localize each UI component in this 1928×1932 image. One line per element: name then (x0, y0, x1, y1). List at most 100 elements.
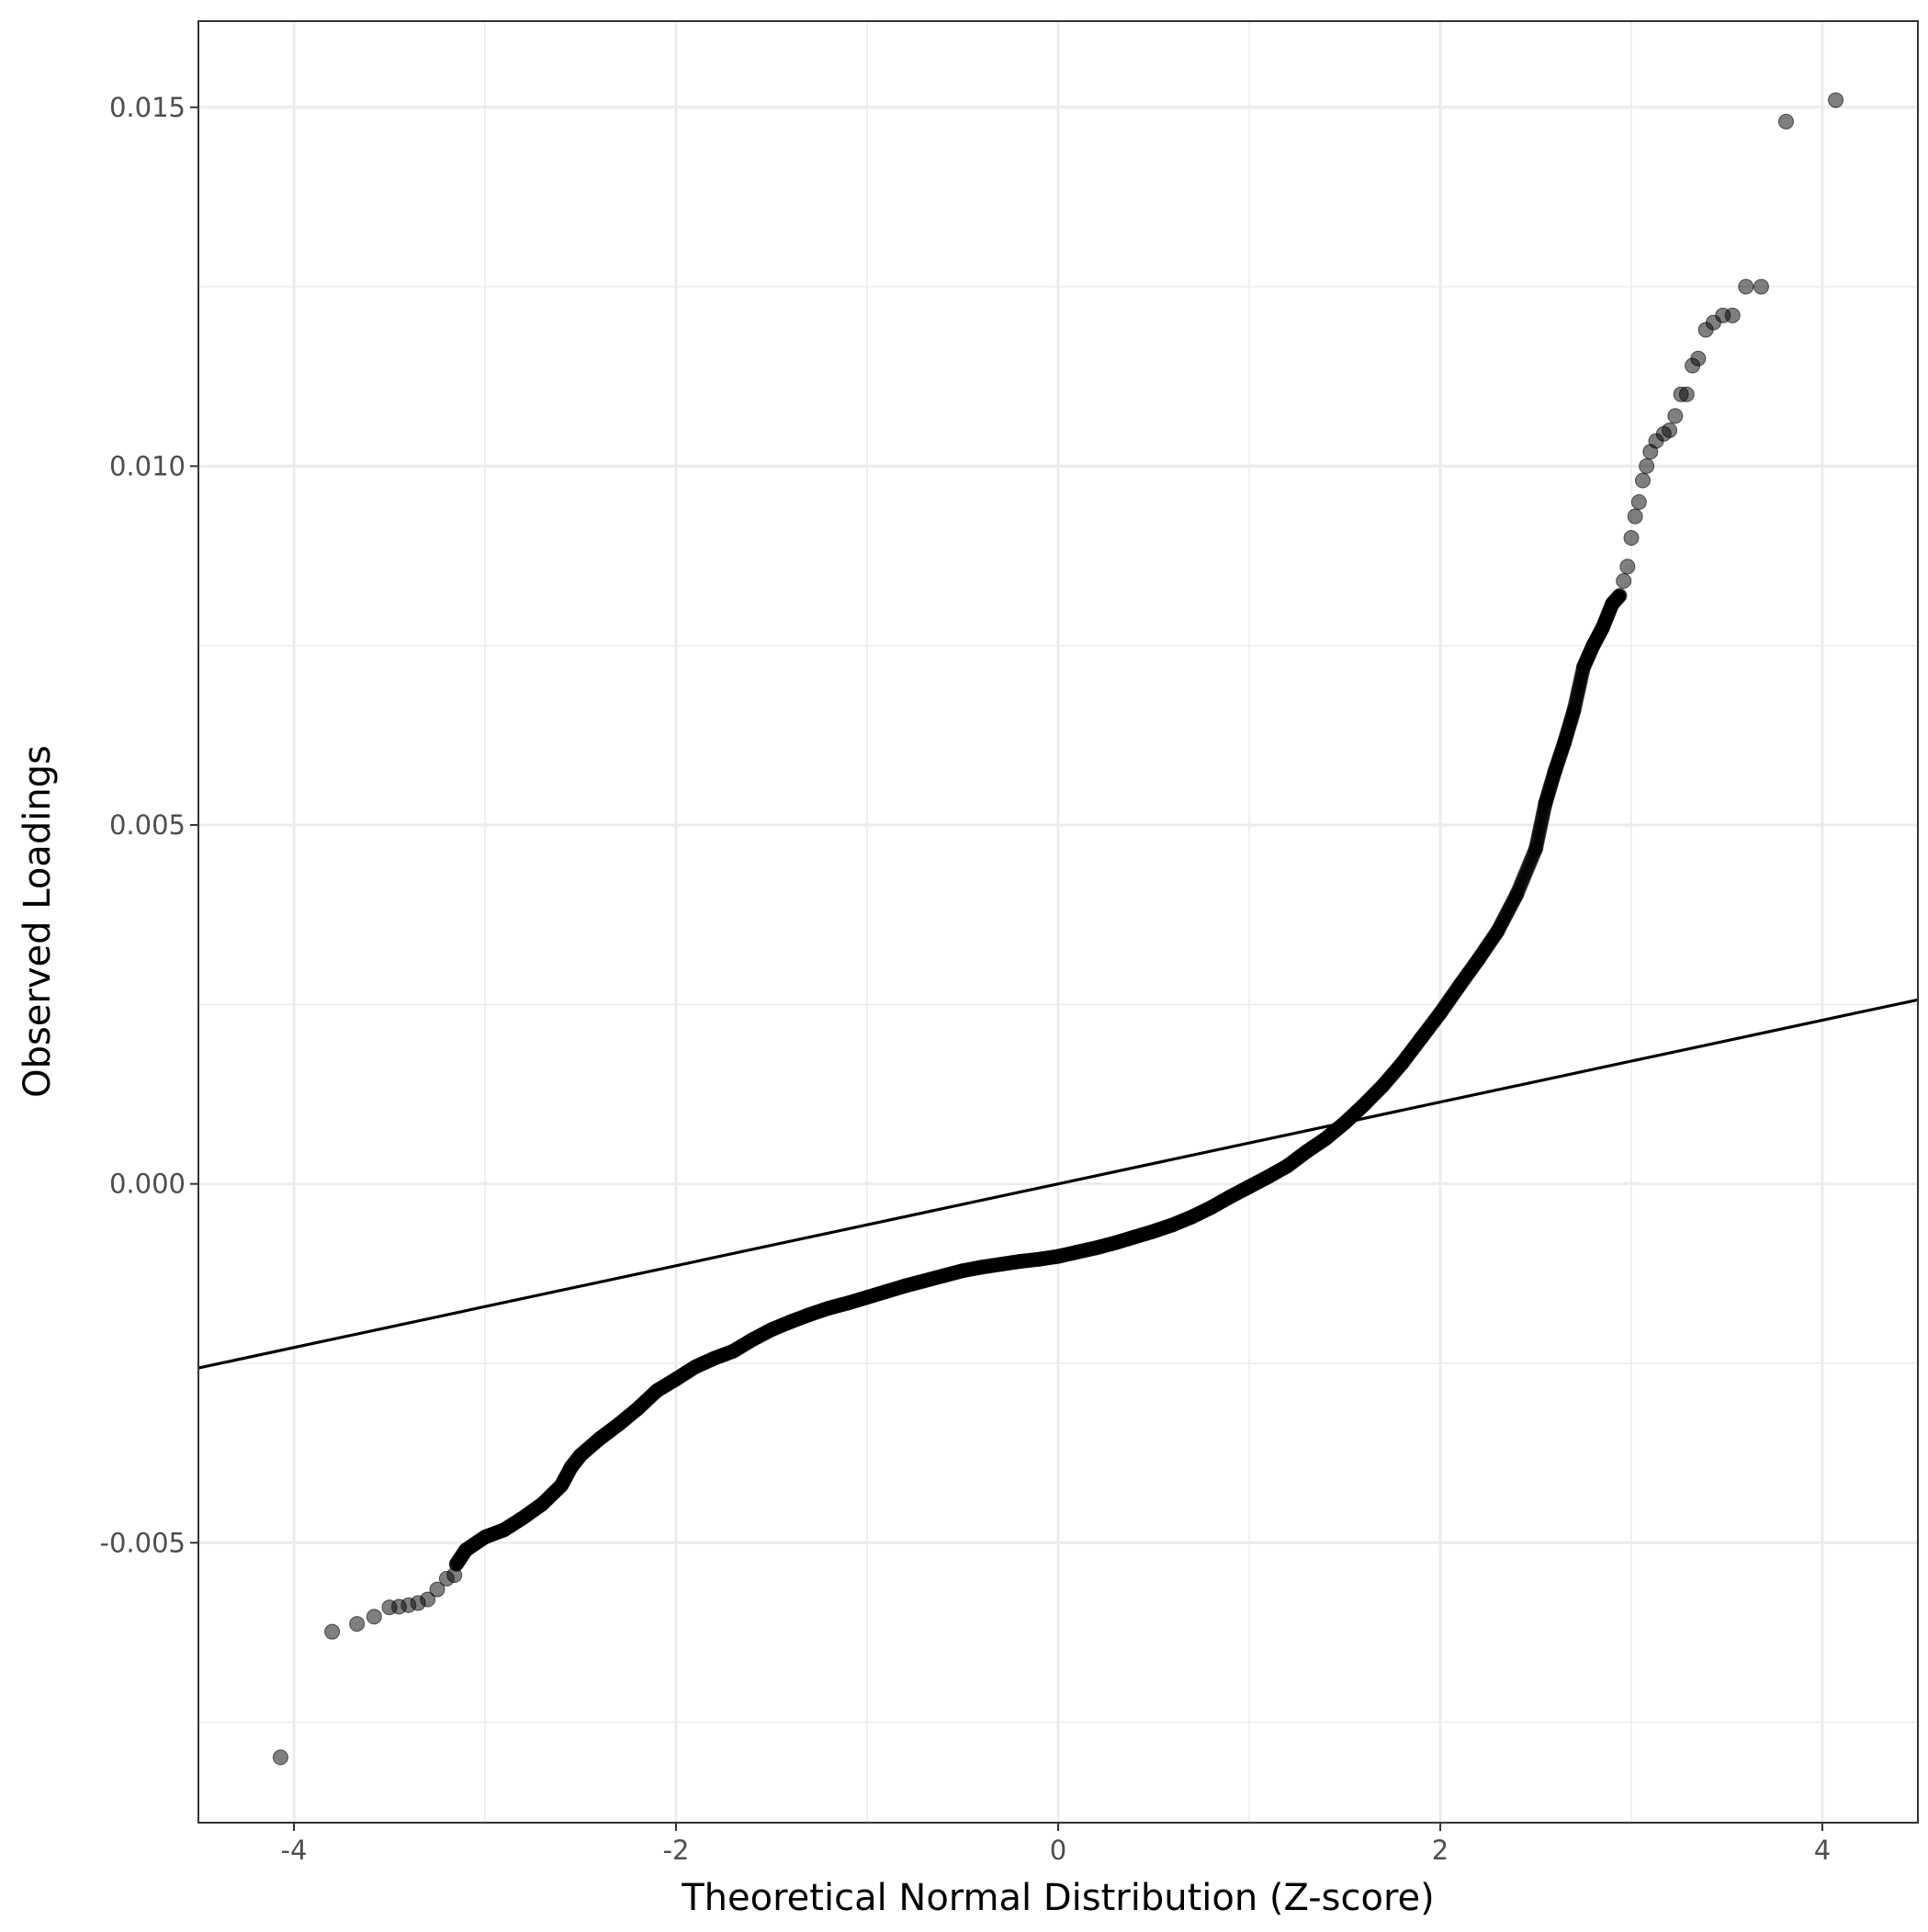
qq-point (1032, 1251, 1047, 1267)
qq-point (1451, 978, 1467, 994)
qq-point (554, 1477, 569, 1493)
y-tick-label: 0.005 (109, 809, 186, 841)
qq-point (1576, 660, 1591, 675)
qq-point (1528, 841, 1543, 856)
qq-point (592, 1431, 607, 1447)
qq-point (1490, 923, 1505, 939)
qq-point (669, 1372, 683, 1387)
qq-point (974, 1260, 989, 1275)
qq-tail-point (429, 1581, 445, 1598)
x-axis-title: Theoretical Normal Distribution (Z-score… (681, 1877, 1435, 1919)
qq-point (1203, 1200, 1219, 1215)
qq-point (1612, 588, 1628, 604)
qq-tail-point (1630, 493, 1647, 510)
qq-point (764, 1322, 779, 1338)
qq-tail-point (1619, 559, 1636, 575)
qq-point (535, 1497, 550, 1512)
qq-point (1585, 638, 1601, 653)
qq-point (993, 1257, 1009, 1272)
qq-point (1165, 1217, 1180, 1233)
qq-point (1299, 1144, 1314, 1159)
qq-point (1547, 763, 1562, 779)
qq-point (1509, 887, 1525, 902)
qq-point (1127, 1229, 1143, 1245)
qq-point (821, 1300, 837, 1316)
qq-point (897, 1278, 913, 1294)
qq-point (1566, 703, 1582, 718)
qq-point (936, 1268, 952, 1283)
qq-point (573, 1447, 588, 1463)
qq-point (802, 1306, 817, 1322)
reference-line (197, 998, 1919, 1370)
x-tick-label: 4 (1814, 1835, 1831, 1866)
axis-layer: -4 -2 0 2 4 -0.005 0.000 0.005 0.010 0.015 (100, 92, 1832, 1866)
qq-point (1260, 1169, 1276, 1184)
reference-line-layer (197, 998, 1919, 1370)
qq-point (955, 1263, 970, 1279)
qq-tail-point (1777, 113, 1794, 130)
qq-point (726, 1343, 741, 1359)
qq-point (687, 1359, 703, 1374)
y-tick-label: 0.010 (109, 450, 186, 481)
qq-point (1394, 1056, 1410, 1071)
grid-layer (198, 21, 1918, 1823)
qq-tail-point (324, 1623, 341, 1640)
qq-point (1538, 796, 1553, 811)
qq-point (917, 1273, 932, 1289)
qq-tail-point (1724, 307, 1741, 323)
qq-point (563, 1460, 579, 1475)
qq-tail-point (1639, 458, 1655, 474)
qq-tail-point (366, 1609, 382, 1625)
qq-point (1242, 1179, 1257, 1194)
qq-tail-point (272, 1749, 288, 1766)
qq-tail-point (1738, 278, 1754, 295)
qq-point (745, 1332, 761, 1348)
qq-point (1433, 1005, 1448, 1021)
qq-point (630, 1401, 646, 1417)
qq-point (1414, 1031, 1429, 1046)
qq-point (1088, 1240, 1104, 1256)
y-tick-label: 0.000 (109, 1169, 186, 1200)
qq-point (1223, 1189, 1238, 1204)
x-tick-label: -4 (281, 1835, 308, 1866)
qq-point (783, 1314, 798, 1329)
qq-point (458, 1542, 474, 1558)
qq-tail-point (1667, 408, 1684, 424)
qq-point (1356, 1097, 1371, 1113)
qq-point (1184, 1209, 1200, 1225)
qq-point (1471, 952, 1486, 967)
qq-point (1280, 1158, 1295, 1174)
qq-tail-point (1828, 92, 1844, 108)
qq-point (611, 1417, 626, 1432)
qq-tail-point (1690, 350, 1707, 367)
points-layer (272, 92, 1844, 1766)
x-tick-label: -2 (663, 1835, 690, 1866)
y-tick-label: -0.005 (100, 1527, 186, 1558)
qq-point (1069, 1244, 1085, 1260)
qq-tail-point (1634, 472, 1651, 489)
qq-point (1318, 1131, 1334, 1147)
qq-tail-point (446, 1566, 463, 1583)
qq-tail-point (1623, 530, 1640, 547)
y-axis-title: Observed Loadings (17, 745, 59, 1098)
qq-tail-point (1753, 278, 1769, 295)
qq-point (496, 1522, 512, 1538)
qq-point (878, 1283, 894, 1299)
qq-point (1108, 1235, 1123, 1250)
qq-point (1595, 620, 1610, 636)
x-tick-label: 0 (1050, 1835, 1066, 1866)
y-tick-label: 0.015 (109, 92, 186, 123)
x-tick-label: 2 (1432, 1835, 1449, 1866)
qq-point (515, 1509, 531, 1525)
qq-point (1557, 735, 1573, 751)
qq-point (1375, 1078, 1391, 1093)
qq-point (649, 1383, 665, 1398)
qq-tail-point (1662, 422, 1678, 438)
qq-point (860, 1290, 874, 1305)
qq-point (1012, 1254, 1028, 1270)
qq-tail-point (349, 1616, 366, 1633)
qq-point (840, 1295, 856, 1311)
qq-tail-point (1616, 572, 1632, 589)
